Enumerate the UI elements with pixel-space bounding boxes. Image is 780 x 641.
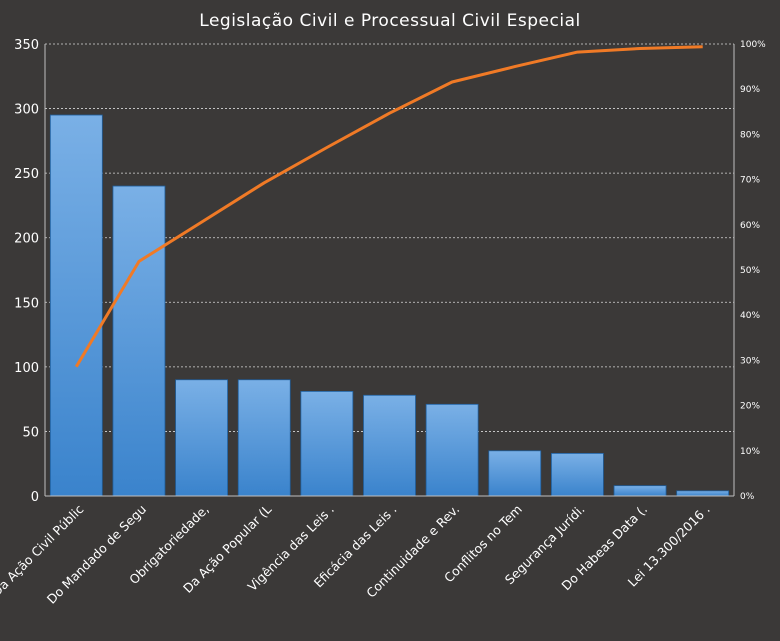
y2-tick-label: 90% — [740, 85, 760, 95]
bar — [488, 450, 542, 497]
bar — [613, 485, 667, 497]
bar — [300, 390, 354, 497]
y2-tick-label: 0% — [740, 492, 755, 502]
axes — [44, 44, 735, 497]
bar — [49, 114, 103, 497]
y-tick-label: 100 — [14, 361, 39, 376]
y2-tick-label: 100% — [740, 40, 766, 50]
bar-series — [49, 114, 730, 497]
bar — [551, 452, 604, 497]
y-tick-label: 250 — [14, 167, 39, 182]
cumulative-line-series — [75, 45, 703, 368]
y2-tick-label: 30% — [740, 356, 760, 366]
y-tick-label: 300 — [14, 103, 39, 118]
cumulative-line — [75, 45, 703, 368]
right-axis-ticks: 0% 10% 20% 30% 40% 50% 60% 70% 80% 90% 100% — [740, 40, 766, 502]
chart-title: Legislação Civil e Processual Civil Espe… — [199, 11, 580, 31]
y2-tick-label: 20% — [740, 402, 760, 412]
y-tick-label: 200 — [14, 232, 39, 247]
bar — [112, 185, 166, 497]
bar — [676, 490, 730, 497]
y2-tick-label: 60% — [740, 221, 760, 231]
y2-tick-label: 50% — [740, 266, 760, 276]
bar — [363, 394, 416, 497]
bar — [425, 403, 479, 497]
y2-tick-label: 70% — [740, 176, 760, 186]
y2-tick-label: 10% — [740, 447, 760, 457]
y-tick-label: 50 — [22, 425, 39, 440]
y-tick-label: 150 — [14, 296, 39, 311]
left-axis-ticks: 0 50 100 150 200 250 300 350 — [14, 38, 39, 505]
bar — [237, 379, 291, 497]
y-tick-label: 350 — [14, 38, 39, 53]
y-tick-label: 0 — [31, 490, 39, 505]
bar — [175, 379, 228, 497]
y2-tick-label: 80% — [740, 130, 760, 140]
y2-tick-label: 40% — [740, 311, 760, 321]
